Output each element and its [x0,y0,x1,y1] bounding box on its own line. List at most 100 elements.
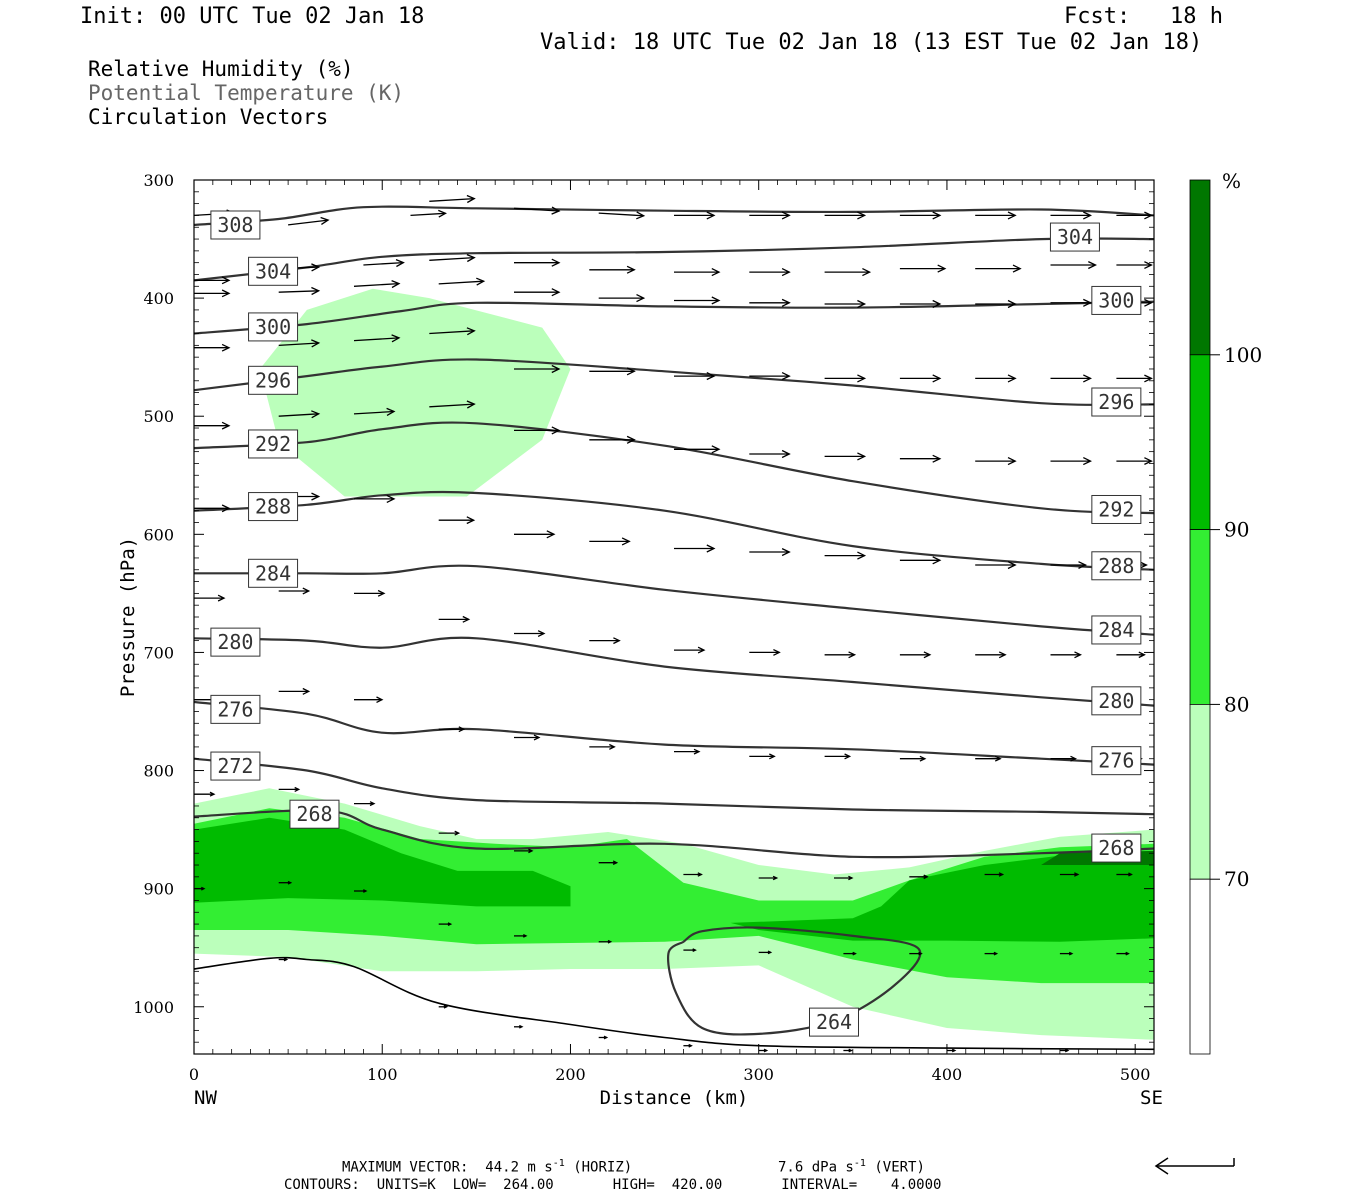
vector-head-96 [609,743,616,750]
vector-arrow-61 [899,454,942,463]
vector-arrow-80 [354,589,386,597]
vector-shaft-41 [353,337,400,342]
vector-arrow-23 [975,264,1022,273]
vector-arrow-64 [1116,457,1153,465]
vector-head-138 [1064,1048,1070,1053]
vector-head-92 [302,687,311,695]
vector-head-67 [386,494,396,503]
contour-label-304-left-text: 304 [255,259,291,283]
vector-arrow-25 [1116,261,1153,269]
vector-arrow-81 [438,615,471,623]
vector-head-119 [363,889,368,893]
vector-head-64 [1144,457,1153,465]
vector-head-61 [932,454,942,463]
vector-arrow-127 [984,951,999,956]
vector-head-13 [221,276,231,285]
vector-arrow-67 [354,494,396,503]
contour-label-300-left-text: 300 [255,315,291,339]
contour-label-264-text: 264 [816,1010,852,1034]
contour-label-304-left: 304 [248,256,299,286]
vector-arrow-45 [674,372,716,381]
contour-label-272-left: 272 [210,751,261,781]
contour-label-296-left: 296 [248,365,299,395]
vector-head-23 [1012,264,1022,273]
vector-arrow-118 [278,880,293,885]
x-tick-label-0: 0 [189,1065,199,1084]
vector-head-108 [528,848,534,854]
vector-arrow-7 [749,211,791,220]
vector-head-55 [466,400,476,409]
theta-contour-276 [194,700,1154,766]
vector-arrow-97 [674,748,701,755]
vector-head-20 [781,268,791,277]
vector-head-122 [607,939,613,944]
vector-arrow-107 [438,830,461,836]
vector-arrow-116 [1116,872,1133,877]
vector-arrow-123 [683,948,697,952]
vector-head-41 [391,334,401,343]
vector-head-21 [862,268,872,277]
vector-arrow-37 [1050,298,1093,307]
vector-head-28 [391,279,401,289]
vector-head-102 [1070,755,1078,762]
vector-arrow-62 [975,457,1017,466]
contour-label-288-left-text: 288 [255,495,291,519]
vert-exponent: -1 [853,1158,866,1169]
vector-arrow-46 [749,372,791,381]
vector-head-44 [626,367,636,376]
vector-head-66 [311,492,321,501]
theta-contour-292 [194,421,1154,515]
vector-arrow-16 [429,253,476,263]
contour-label-276-left-box [210,694,261,724]
vector-arrow-60 [824,452,867,461]
vector-head-34 [857,299,867,309]
vector-head-70 [621,537,631,546]
contour-label-292-left: 292 [248,429,299,459]
vector-head-43 [551,364,561,374]
vector-arrow-35 [899,299,942,309]
horiz-label: (HORIZ) [573,1159,633,1176]
contour-label-268-left: 268 [289,799,340,829]
vector-shaft-2 [410,212,446,217]
vector-head-121 [523,934,528,938]
vector-arrow-72 [749,548,791,557]
vector-shaft-28 [353,282,400,287]
vector-arrow-129 [1116,951,1130,956]
vector-head-81 [462,615,471,623]
contour-label-292-right: 292 [1091,494,1142,524]
contour-label-292-left-text: 292 [255,432,291,456]
vector-head-65 [221,504,231,513]
vector-head-24 [1088,261,1098,270]
vector-arrow-73 [824,551,867,560]
theta-contour-308 [194,205,1154,226]
vector-arrow-106 [354,801,376,807]
vector-head-135 [763,1048,769,1053]
vector-arrow-34 [824,299,867,309]
vector-arrow-114 [984,872,1005,877]
ground-line [194,956,1154,1051]
vector-shaft-53 [278,413,319,417]
vector-head-101 [994,755,1002,762]
vector-head-113 [923,874,929,880]
vector-head-134 [688,1043,693,1048]
vector-arrow-24 [1050,261,1098,270]
vector-head-111 [772,875,779,881]
vector-shaft-42 [429,330,475,335]
vector-head-58 [711,445,721,454]
vector-head-15 [395,258,405,268]
field-vectors-label: Circulation Vectors [88,105,329,129]
vector-head-47 [857,374,867,383]
vector-head-133 [603,1035,609,1040]
contour-label-280-left-box [210,627,261,657]
vector-arrow-32 [674,296,721,305]
vector-head-27 [311,286,321,296]
colorbar-label-90: 90 [1224,518,1249,542]
vector-head-16 [466,253,476,263]
vector-arrow-30 [514,288,561,297]
contour-label-308-left-text: 308 [217,213,253,237]
vector-arrow-31 [598,294,646,303]
vector-arrow-95 [514,734,541,741]
vector-arrow-76 [1050,561,1088,569]
x-tick-label-500: 500 [1120,1065,1151,1084]
vector-head-7 [781,211,791,220]
